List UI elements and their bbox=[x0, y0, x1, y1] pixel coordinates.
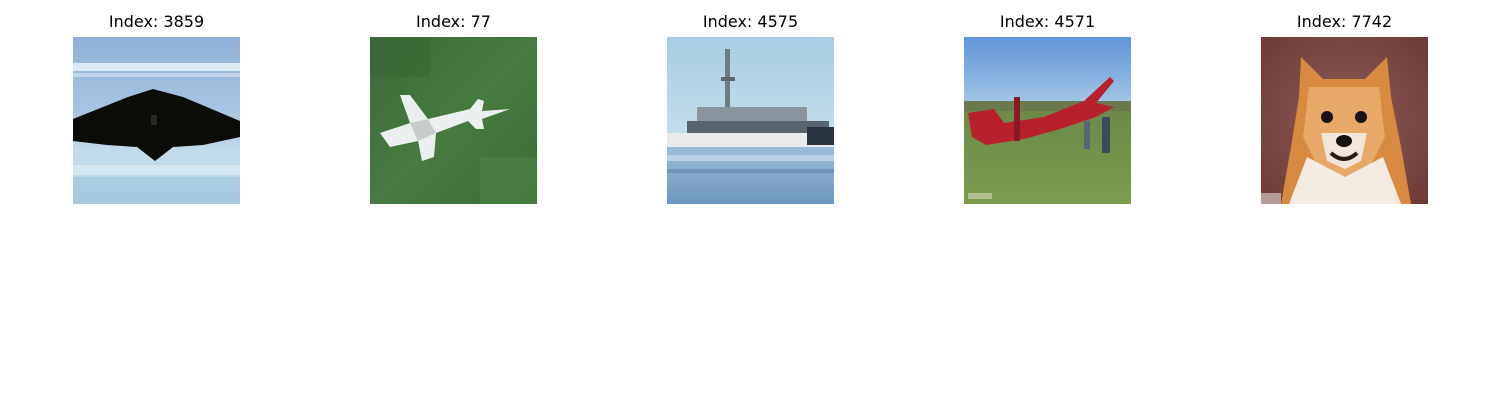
dog-image bbox=[1261, 37, 1428, 204]
panel-title: Index: 7742 bbox=[1296, 12, 1393, 31]
biplane-image bbox=[964, 37, 1131, 204]
fighter-jet-image bbox=[370, 37, 537, 204]
panel-title: Index: 4571 bbox=[999, 12, 1096, 31]
panel-title: Index: 77 bbox=[416, 12, 491, 31]
panel-title: Index: 4575 bbox=[702, 12, 799, 31]
ship-image bbox=[667, 37, 834, 204]
panel-title: Index: 3859 bbox=[108, 12, 205, 31]
bomber-image bbox=[73, 37, 240, 204]
